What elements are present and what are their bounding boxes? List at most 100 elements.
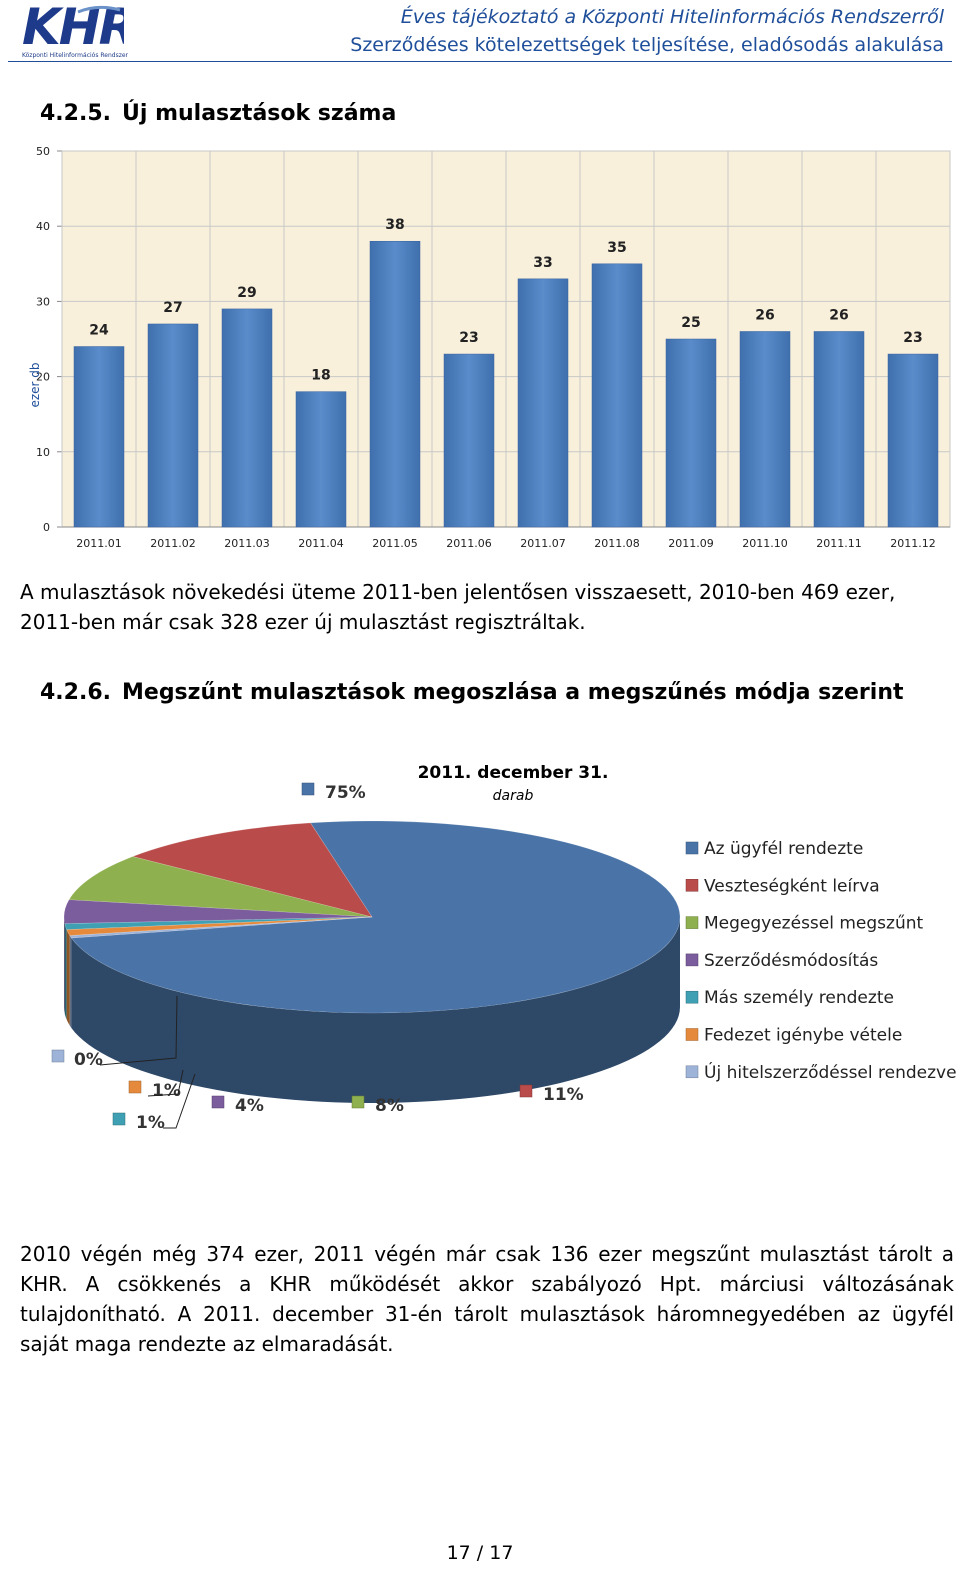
bar-chart-new-defaults: 0 10 20 30 40 50 24 2011.01 27 2011.02 29 2011.03 18…: [28, 145, 951, 550]
bar-value-label: 35: [607, 240, 626, 256]
pie-slice: [70, 820, 681, 1014]
pie-chart-closed-defaults: 2011. december 31. darab 75% 11% 8% 4% 1% 1% 0…: [51, 763, 957, 1133]
bar: [591, 263, 643, 528]
pie-slice: [64, 916, 373, 930]
bar-value-label: 24: [89, 323, 109, 339]
pie-data-labels: 75% 11% 8% 4% 1% 1% 0%: [51, 782, 584, 1133]
header-divider: [8, 61, 952, 62]
bar-value-label: 27: [163, 300, 182, 316]
x-tick-label: 2011.03: [224, 537, 270, 550]
pie-data-label: 8%: [375, 1096, 404, 1116]
pie-slice: [69, 916, 373, 939]
pie-body: [63, 820, 681, 1103]
legend-entry: Megegyezéssel megszűnt: [704, 914, 924, 934]
bar-value-label: 38: [385, 217, 404, 233]
bar-y-axis-label: ezer db: [28, 362, 42, 407]
pie-label-marker: [519, 1084, 533, 1098]
header-title-line1: Éves tájékoztató a Központi Hitelinformá…: [400, 6, 944, 28]
pie-slice-side: [64, 917, 65, 1014]
bar: [73, 346, 125, 528]
pie-leader-line: [147, 1069, 184, 1097]
x-tick-label: 2011.01: [76, 537, 122, 550]
x-tick-label: 2011.07: [520, 537, 566, 550]
bar-plot-area: 0 10 20 30 40 50 24 2011.01 27 2011.02 29 2011.03 18…: [36, 145, 951, 550]
bar: [147, 323, 199, 528]
header-title-line2: Szerződéses kötelezettségek teljesítése,…: [350, 34, 944, 56]
legend-entry: Szerződésmódosítás: [704, 951, 878, 971]
x-tick-label: 2011.09: [668, 537, 714, 550]
legend-swatch: [685, 990, 699, 1004]
legend-swatch: [685, 1028, 699, 1041]
x-tick-label: 2011.10: [742, 537, 788, 550]
pie-data-label: 4%: [235, 1096, 264, 1116]
legend-swatch: [685, 1065, 699, 1079]
x-tick-label: 2011.12: [890, 537, 936, 550]
bar-value-label: 33: [533, 255, 552, 271]
legend-entry: Veszteségként leírva: [704, 876, 880, 896]
x-tick-label: 2011.08: [594, 537, 640, 550]
pie-label-marker: [112, 1112, 126, 1126]
pie-slice: [131, 822, 373, 918]
section-number: 4.2.5.: [40, 101, 111, 126]
legend-swatch: [685, 879, 699, 892]
bar: [369, 240, 421, 528]
bar: [813, 331, 865, 528]
bar-value-label: 29: [237, 285, 256, 301]
section-title: Új mulasztások száma: [122, 101, 397, 126]
bar: [295, 391, 347, 528]
bar: [739, 331, 791, 528]
pie-slice: [63, 899, 373, 924]
paragraph-new-defaults: A mulasztások növekedési üteme 2011-ben …: [20, 580, 896, 634]
pie-leader-line: [163, 1073, 196, 1129]
section-heading-closed-defaults: 4.2.6. Megszűnt mulasztások megoszlása a …: [40, 680, 904, 705]
legend-entry: Az ügyfél rendezte: [704, 839, 863, 859]
bar-value-label: 26: [755, 307, 774, 323]
legend-entry: Fedezet igénybe vétele: [704, 1026, 902, 1046]
logo-subtitle: Központi Hitelinformációs Rendszer: [22, 52, 128, 59]
bar-value-label: 18: [311, 368, 330, 384]
pie-slice: [68, 856, 373, 918]
bar-value-label: 26: [829, 307, 848, 323]
pie-data-label: 0%: [74, 1050, 103, 1070]
x-tick-label: 2011.02: [150, 537, 196, 550]
pie-leader-line: [99, 995, 178, 1066]
pie-slice-side: [64, 923, 67, 1020]
bar: [443, 353, 495, 528]
pie-label-marker: [351, 1095, 365, 1109]
bar: [517, 278, 569, 528]
legend-entry: Új hitelszerződéssel rendezve: [704, 1061, 957, 1083]
bar-value-label: 23: [459, 330, 478, 346]
pie-slice-side: [71, 917, 680, 1103]
pie-slice-side: [66, 929, 70, 1026]
bar-value-label: 25: [681, 315, 700, 331]
pie-data-label: 11%: [543, 1085, 584, 1105]
x-tick-label: 2011.06: [446, 537, 492, 550]
pie-label-marker: [51, 1049, 65, 1063]
legend-swatch: [685, 841, 699, 855]
pie-subtitle: darab: [493, 788, 534, 804]
y-tick-label: 10: [36, 446, 50, 459]
pie-data-label: 1%: [152, 1081, 181, 1101]
logo-text: KHR: [22, 2, 124, 48]
y-tick-label: 20: [36, 371, 50, 384]
khr-logo-mark: KHR: [22, 2, 124, 48]
bar: [665, 338, 717, 528]
y-tick-label: 50: [36, 145, 50, 158]
legend-entry: Más személy rendezte: [704, 988, 894, 1008]
x-tick-label: 2011.05: [372, 537, 418, 550]
pie-legend: Az ügyfél rendezte Veszteségként leírva Me…: [685, 839, 957, 1083]
y-tick-label: 40: [36, 220, 50, 233]
legend-swatch: [685, 953, 699, 967]
section-title: Megszűnt mulasztások megoszlása a megszű…: [122, 680, 904, 705]
pie-title: 2011. december 31.: [418, 763, 609, 783]
x-tick-label: 2011.04: [298, 537, 344, 550]
pie-label-marker: [128, 1080, 142, 1094]
pie-data-label: 1%: [136, 1113, 165, 1133]
pie-data-label: 75%: [325, 783, 366, 803]
y-tick-label: 0: [43, 521, 50, 534]
bar: [887, 353, 939, 528]
bar: [221, 308, 273, 528]
x-tick-label: 2011.11: [816, 537, 862, 550]
paragraph-closed-defaults: 2010 végén még 374 ezer, 2011 végén már …: [20, 1242, 954, 1356]
y-tick-label: 30: [36, 295, 50, 308]
